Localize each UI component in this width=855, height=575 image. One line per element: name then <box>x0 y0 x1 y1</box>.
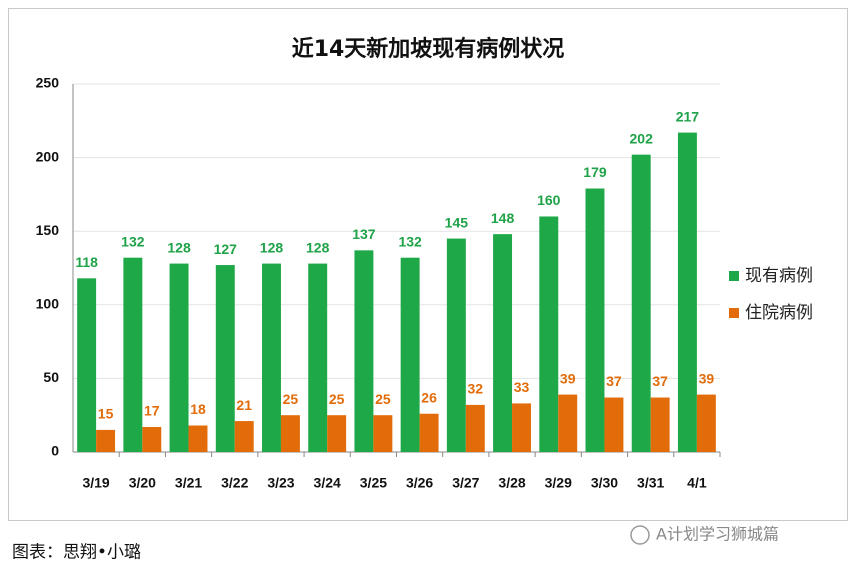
bar <box>142 426 162 452</box>
bar <box>631 154 651 452</box>
bar <box>327 415 347 452</box>
value-label: 148 <box>491 210 515 226</box>
y-tick-label: 50 <box>43 369 59 385</box>
value-label: 179 <box>583 164 607 180</box>
x-tick-label: 3/28 <box>498 475 525 491</box>
y-tick-label: 250 <box>36 75 60 91</box>
bar <box>512 403 531 452</box>
y-tick-label: 150 <box>36 222 60 238</box>
bar <box>400 257 420 452</box>
bar <box>650 397 670 452</box>
bar <box>558 394 578 452</box>
x-tick-label: 3/26 <box>406 475 433 491</box>
value-label: 25 <box>283 391 299 407</box>
value-label: 39 <box>699 370 715 386</box>
bar <box>262 263 281 452</box>
bar <box>215 265 235 452</box>
bar <box>354 250 374 452</box>
value-label: 17 <box>144 403 160 419</box>
x-tick-label: 3/20 <box>129 475 156 491</box>
bar <box>604 397 624 452</box>
x-tick-label: 3/31 <box>637 475 664 491</box>
value-label: 25 <box>329 391 345 407</box>
value-label: 118 <box>75 254 98 270</box>
bar <box>234 421 254 452</box>
legend-label: 现有病例 <box>745 266 813 286</box>
x-tick-label: 3/27 <box>452 475 479 491</box>
legend-swatch <box>729 308 739 318</box>
x-tick-label: 3/25 <box>360 475 387 491</box>
watermark: A计划学习狮城篇 <box>656 525 779 544</box>
x-tick-label: 3/29 <box>545 475 572 491</box>
value-label: 160 <box>537 192 561 208</box>
y-tick-label: 0 <box>51 443 59 459</box>
chart-title: 近14天新加坡现有病例状况 <box>292 36 565 62</box>
bar <box>96 429 116 452</box>
value-label: 33 <box>514 379 530 395</box>
value-label: 137 <box>352 226 376 242</box>
value-label: 18 <box>190 401 206 417</box>
bar <box>677 132 697 453</box>
watermark-icon <box>630 525 650 545</box>
bar <box>539 216 559 452</box>
value-label: 37 <box>652 373 668 389</box>
value-label: 202 <box>630 130 654 146</box>
value-label: 32 <box>468 381 484 397</box>
y-tick-label: 200 <box>36 148 60 164</box>
bar <box>169 263 189 452</box>
value-label: 132 <box>121 233 145 249</box>
x-tick-label: 3/30 <box>591 475 618 491</box>
bar <box>446 238 466 452</box>
y-tick-label: 100 <box>36 296 60 312</box>
x-tick-label: 3/22 <box>221 475 248 491</box>
bar <box>585 188 605 452</box>
x-tick-label: 3/23 <box>267 475 294 491</box>
value-label: 145 <box>445 214 469 230</box>
value-label: 37 <box>606 373 622 389</box>
value-label: 128 <box>306 239 330 255</box>
bar <box>419 413 439 452</box>
bar <box>373 415 393 452</box>
value-label: 21 <box>236 397 252 413</box>
value-label: 132 <box>398 233 422 249</box>
value-label: 127 <box>214 241 238 257</box>
bar <box>493 234 513 452</box>
bar <box>188 425 208 452</box>
bar <box>77 278 97 452</box>
x-tick-label: 4/1 <box>687 475 707 491</box>
value-label: 128 <box>260 239 284 255</box>
value-label: 128 <box>167 239 191 255</box>
legend-label: 住院病例 <box>745 303 813 323</box>
value-label: 25 <box>375 391 391 407</box>
x-tick-label: 3/19 <box>82 475 109 491</box>
value-label: 26 <box>421 389 437 405</box>
value-label: 217 <box>676 108 700 124</box>
bar <box>465 404 485 452</box>
bar <box>123 257 143 452</box>
x-tick-label: 3/21 <box>175 475 202 491</box>
caption: 图表：思翔•小璐 <box>12 543 141 563</box>
bar <box>696 394 716 452</box>
value-label: 39 <box>560 370 576 386</box>
bar <box>280 415 300 452</box>
value-label: 15 <box>98 406 114 422</box>
x-tick-label: 3/24 <box>314 475 341 491</box>
bar <box>308 263 328 452</box>
legend-swatch <box>729 271 739 281</box>
